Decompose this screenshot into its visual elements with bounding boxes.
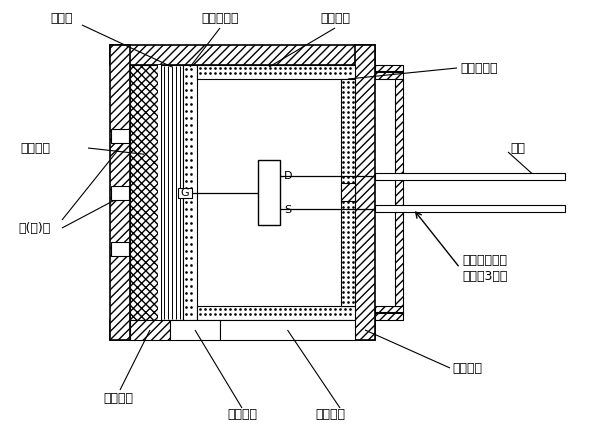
Text: 断开此处铜箔
即成为3引脚: 断开此处铜箔 即成为3引脚 (462, 253, 508, 282)
Text: 塑料支架: 塑料支架 (315, 408, 345, 421)
Bar (183, 65, 197, 320)
Text: 金属背电极: 金属背电极 (201, 12, 239, 25)
Bar (220, 320, 355, 340)
Text: 金属垫圈: 金属垫圈 (103, 391, 133, 404)
Text: S: S (284, 205, 291, 215)
Text: G: G (180, 188, 188, 198)
Bar (111, 185, 129, 200)
Text: 音(气)孔: 音(气)孔 (18, 222, 50, 235)
Text: 驻极体: 驻极体 (51, 12, 73, 25)
Bar (110, 45, 130, 340)
Bar (197, 65, 355, 79)
Bar (170, 320, 220, 340)
Bar (178, 187, 192, 197)
Bar (197, 306, 355, 320)
Bar (161, 65, 183, 320)
Bar (258, 160, 280, 225)
Text: D: D (284, 171, 293, 181)
Bar (395, 79, 403, 306)
Bar (130, 320, 170, 340)
Bar (111, 242, 129, 255)
Bar (158, 65, 161, 320)
Bar (111, 129, 129, 143)
Bar (110, 45, 375, 65)
Bar (130, 65, 355, 320)
Text: 引脚: 引脚 (510, 142, 525, 155)
Text: 防尘隔膜: 防尘隔膜 (20, 142, 50, 155)
Bar (341, 79, 355, 306)
Bar (375, 173, 565, 180)
Text: 金属外壳: 金属外壳 (452, 362, 482, 375)
Bar (110, 320, 375, 340)
Bar (375, 65, 403, 79)
Bar (355, 45, 375, 340)
Bar (375, 205, 565, 212)
Bar (375, 306, 403, 320)
Text: 场效应管: 场效应管 (320, 12, 350, 25)
Bar (341, 183, 355, 201)
Text: 单面敷铜板: 单面敷铜板 (460, 61, 497, 74)
Text: 塑料垫圈: 塑料垫圈 (227, 408, 257, 421)
Bar (130, 65, 158, 320)
